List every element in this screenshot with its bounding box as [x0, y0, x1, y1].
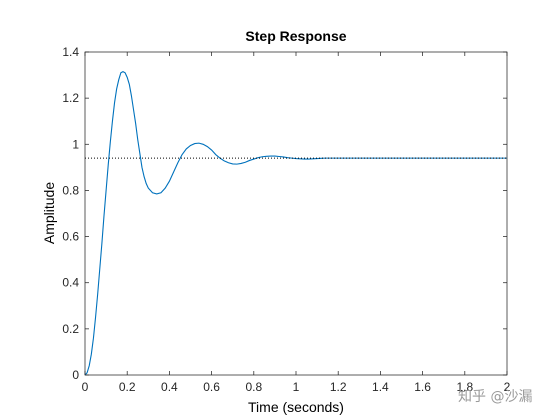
x-axis-ticks: 0 0.2 0.4 0.6 0.8 1 1.2 1.4 1.6 1.8 2: [82, 52, 511, 394]
x-tick-label: 0: [82, 380, 89, 394]
x-tick-label: 0.4: [161, 380, 178, 394]
x-tick-label: 1: [293, 380, 300, 394]
x-tick-label: 2: [504, 380, 511, 394]
x-tick-label: 0.8: [245, 380, 262, 394]
y-tick-label: 1: [72, 137, 79, 151]
y-tick-label: 0.2: [62, 322, 79, 336]
series-layer: [84, 70, 507, 376]
axes-box: [84, 51, 508, 376]
y-tick-label: 1.2: [62, 91, 79, 105]
y-tick-label: 0.4: [62, 276, 79, 290]
y-tick-label: 0: [72, 368, 79, 382]
y-tick-label: 0.6: [62, 230, 79, 244]
x-tick-label: 1.2: [330, 380, 347, 394]
x-tick-label: 0.2: [119, 380, 136, 394]
y-axis-label: Amplitude: [41, 182, 57, 244]
x-axis-label: Time (seconds): [248, 399, 344, 415]
y-tick-label: 1.4: [62, 45, 79, 59]
chart-title: Step Response: [245, 28, 346, 44]
x-tick-label: 0.6: [203, 380, 220, 394]
y-tick-label: 0.8: [62, 183, 79, 197]
x-tick-label: 1.6: [414, 380, 431, 394]
plot-area: [85, 52, 507, 375]
x-tick-label: 1.8: [456, 380, 473, 394]
watermark-text: 知乎 @沙漏: [458, 388, 532, 405]
y-axis-ticks: 0 0.2 0.4 0.6 0.8 1 1.2 1.4: [62, 45, 507, 382]
step-response-line: [84, 70, 507, 376]
x-tick-label: 1.4: [372, 380, 389, 394]
